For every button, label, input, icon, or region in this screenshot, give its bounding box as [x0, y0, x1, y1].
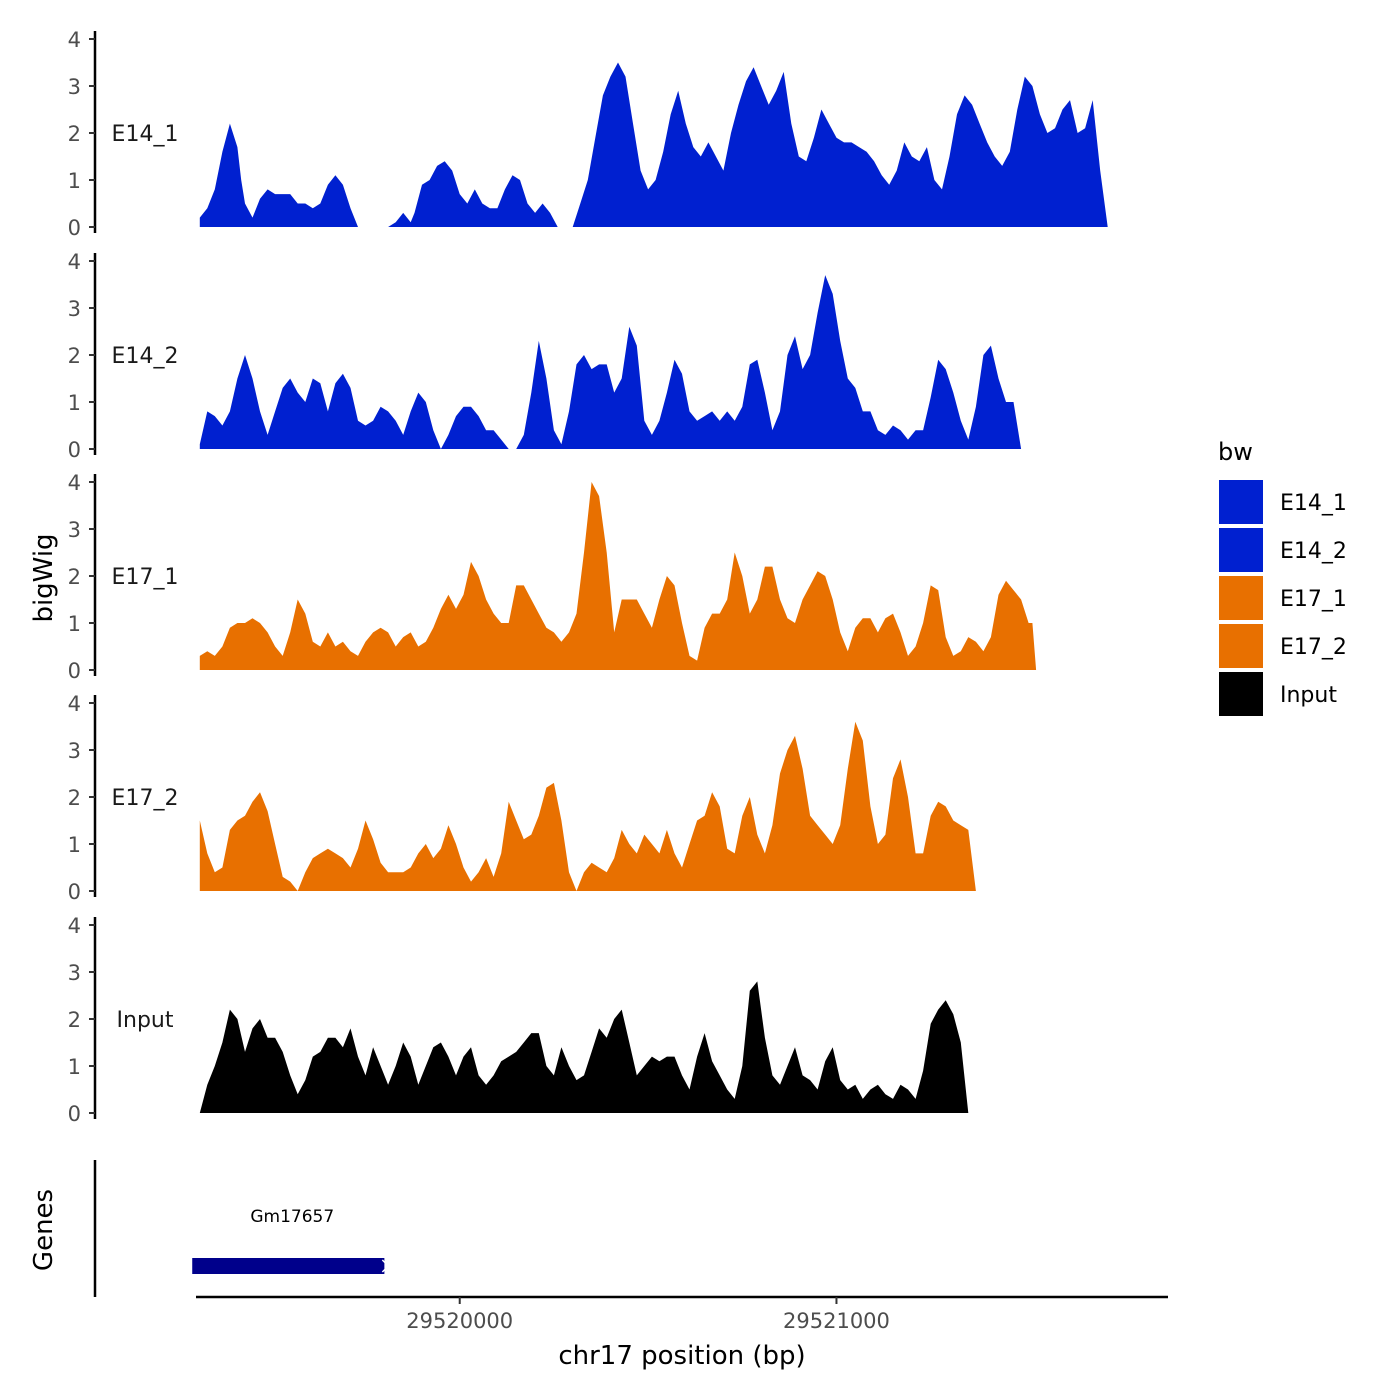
y-tick-label: 3: [68, 739, 81, 763]
y-tick-label: 1: [68, 391, 81, 415]
gene-label: Gm17657: [250, 1207, 334, 1227]
legend: bw E14_1 E14_2 E17_1 E17_2 Input: [1218, 438, 1347, 716]
legend-swatch: [1219, 672, 1263, 716]
y-tick-label: 3: [68, 518, 81, 542]
track-label: E14_1: [112, 122, 179, 147]
legend-label: E17_1: [1280, 587, 1347, 612]
track-label: E17_2: [112, 786, 179, 811]
legend-label: E14_2: [1280, 539, 1347, 564]
y-tick-label: 4: [68, 692, 81, 716]
y-tick-label: 0: [68, 1102, 81, 1126]
y-tick-label: 3: [68, 297, 81, 321]
y-tick-label: 0: [68, 438, 81, 462]
y-tick-label: 4: [68, 250, 81, 274]
y-tick-label: 2: [68, 565, 81, 589]
y-tick-label: 1: [68, 1055, 81, 1079]
track-area: [199, 62, 1108, 227]
x-axis-title: chr17 position (bp): [558, 1341, 805, 1371]
x-tick-label: 29520000: [406, 1309, 513, 1333]
y-tick-label: 3: [68, 961, 81, 985]
track-input: 0 1 2 3 4 Input: [68, 914, 969, 1126]
track-e17-1: 0 1 2 3 4 E17_1: [68, 471, 1037, 683]
y-tick-label: 4: [68, 914, 81, 938]
track-e14-1: 0 1 2 3 4 E14_1: [68, 28, 1108, 240]
legend-label: E14_1: [1280, 491, 1347, 516]
gene-gm17657: Gm17657: [192, 1207, 390, 1274]
legend-label: Input: [1280, 683, 1337, 708]
gene-strand-marker: [381, 1259, 390, 1273]
legend-item: E14_2: [1219, 528, 1347, 572]
y-tick-label: 0: [68, 216, 81, 240]
y-tick-label: 2: [68, 344, 81, 368]
y-axis-title: bigWig: [29, 533, 59, 622]
track-label: Input: [117, 1008, 174, 1033]
x-axis: 29520000 29521000: [196, 1295, 1168, 1333]
legend-item: E17_2: [1219, 624, 1347, 668]
legend-swatch: [1219, 624, 1263, 668]
track-area: [199, 482, 1037, 670]
y-tick-label: 3: [68, 75, 81, 99]
y-tick-label: 0: [68, 880, 81, 904]
legend-item: E14_1: [1219, 480, 1347, 524]
legend-label: E17_2: [1280, 635, 1347, 660]
legend-swatch: [1219, 576, 1263, 620]
track-e14-2: 0 1 2 3 4 E14_2: [68, 250, 1022, 462]
y-tick-label: 1: [68, 833, 81, 857]
x-tick-label: 29521000: [783, 1309, 890, 1333]
y-tick-label: 4: [68, 471, 81, 495]
genes-axis-title: Genes: [29, 1189, 59, 1271]
track-label: E17_1: [112, 565, 179, 590]
y-tick-label: 2: [68, 786, 81, 810]
y-tick-label: 2: [68, 122, 81, 146]
track-e17-2: 0 1 2 3 4 E17_2: [68, 692, 976, 904]
legend-title: bw: [1218, 438, 1253, 466]
genes-panel: Gm17657: [93, 1160, 390, 1297]
y-tick-label: 1: [68, 169, 81, 193]
track-area: [199, 275, 1022, 449]
y-tick-label: 0: [68, 659, 81, 683]
track-area: [199, 981, 969, 1113]
legend-item: E17_1: [1219, 576, 1347, 620]
track-area: [199, 721, 976, 891]
tracks: 0 1 2 3 4 E14_1 0 1 2 3 4 E14_2 0 1 2 3 4 E17_1 0 1 2 3 4 E17_2…: [68, 28, 1108, 1126]
y-tick-label: 2: [68, 1008, 81, 1032]
gene-body: [192, 1258, 385, 1274]
y-tick-label: 1: [68, 612, 81, 636]
legend-swatch: [1219, 528, 1263, 572]
track-label: E14_2: [112, 344, 179, 369]
legend-item: Input: [1219, 672, 1337, 716]
y-tick-label: 4: [68, 28, 81, 52]
legend-swatch: [1219, 480, 1263, 524]
